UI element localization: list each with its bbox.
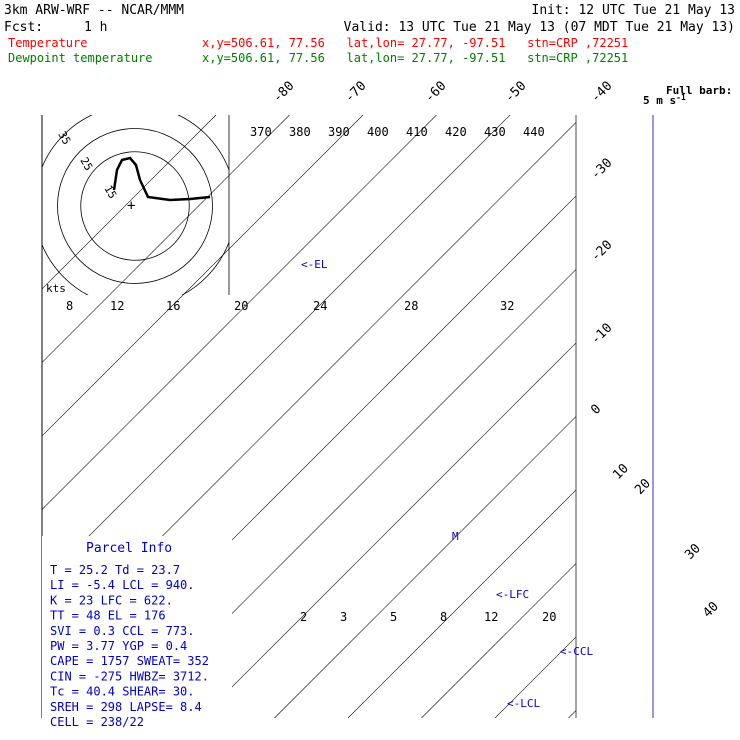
temperature-legend: Temperature: [8, 36, 87, 50]
isotherm: [568, 710, 576, 718]
temperature-station-info: x,y=506.61, 77.56 lat,lon= 27.77, -97.51…: [202, 36, 628, 50]
model-title: 3km ARW-WRF -- NCAR/MMM: [4, 3, 184, 18]
theta-label: 430: [484, 125, 506, 139]
parcel-info-row: K = 23 LFC = 622.: [50, 593, 173, 607]
parcel-info-row: LI = -5.4 LCL = 940.: [50, 578, 195, 592]
hodograph-ring-label: 35: [55, 129, 73, 147]
hodograph-origin: +: [127, 198, 135, 214]
speed-scale-label: 12: [110, 299, 124, 313]
hodograph-ring: [57, 128, 213, 284]
parcel-info-rows: T = 25.2 Td = 23.7LI = -5.4 LCL = 940.K …: [50, 563, 209, 729]
wind-barbs: [652, 115, 654, 718]
isotherm-label: -40: [588, 79, 615, 106]
isotherm: [200, 342, 576, 718]
mixing-ratio-label: 5: [390, 610, 397, 624]
barb-legend-title: Full barb:: [666, 84, 732, 97]
parcel-info-row: TT = 48 EL = 176: [50, 609, 166, 623]
parcel-info-row: PW = 3.77 YGP = 0.4: [50, 639, 187, 653]
parcel-info-row: CAPE = 1757 SWEAT= 352: [50, 654, 209, 668]
isotherm: [421, 563, 576, 718]
speed-scale-label: 20: [234, 299, 248, 313]
mixing-ratio-label: 3: [340, 610, 347, 624]
speed-scale-label: 32: [500, 299, 514, 313]
dewpoint-legend: Dewpoint temperature: [8, 51, 153, 65]
parcel-info-row: CELL = 238/22: [50, 715, 144, 729]
isotherm-label: 30: [682, 541, 704, 563]
mixing-ratio-label: 8: [440, 610, 447, 624]
parcel-info-row: CIN = -275 HWBZ= 3712.: [50, 669, 209, 683]
isotherm: [42, 115, 217, 290]
isotherm-label: -20: [588, 238, 615, 265]
isotherm: [642, 115, 740, 718]
isotherm: [42, 115, 437, 510]
theta-label: 380: [289, 125, 311, 139]
hodograph-units: kts: [46, 282, 66, 295]
theta-label: 410: [406, 125, 428, 139]
ccl-marker: <-CCL: [560, 645, 593, 658]
theta-label: 400: [367, 125, 389, 139]
forecast-hour: 1 h: [84, 20, 107, 35]
hodograph-ring-label: 15: [101, 183, 119, 201]
hodograph-ring: [80, 151, 190, 261]
dewpoint-station-info: x,y=506.61, 77.56 lat,lon= 27.77, -97.51…: [202, 51, 628, 65]
parcel-info-row: SVI = 0.3 CCL = 773.: [50, 624, 195, 638]
isotherm: [347, 489, 576, 718]
isotherm-label: -60: [422, 79, 449, 106]
melting-marker: M: [452, 530, 459, 543]
barb-legend-value: 5 m s-1: [643, 93, 686, 107]
parcel-info-row: Tc = 40.4 SHEAR= 30.: [50, 685, 195, 699]
theta-label: 370: [250, 125, 272, 139]
speed-scale-label: 24: [313, 299, 327, 313]
lfc-marker: <-LFC: [496, 588, 529, 601]
axis-labels: 1002003004005006007008009001000-80-70-60…: [66, 79, 722, 624]
valid-time: Valid: 13 UTC Tue 21 May 13 (07 MDT Tue …: [344, 20, 735, 35]
theta-label: 440: [523, 125, 545, 139]
parcel-info-row: SREH = 298 LAPSE= 8.4: [50, 700, 202, 714]
isotherm: [42, 115, 290, 363]
isotherm: [494, 636, 576, 718]
isotherm-label: 20: [632, 476, 654, 498]
mixing-ratio-label: 2: [300, 610, 307, 624]
isotherm: [274, 416, 576, 718]
parcel-info-box: [42, 536, 232, 718]
isotherm-label: -80: [270, 79, 297, 106]
speed-scale-label: 16: [166, 299, 180, 313]
isotherm-label: -30: [588, 156, 615, 183]
hodograph-trace: [112, 156, 211, 202]
isotherm-label: -10: [588, 321, 615, 348]
theta-label: 420: [445, 125, 467, 139]
el-marker: <-EL: [301, 258, 328, 271]
init-time: Init: 12 UTC Tue 21 May 13: [532, 3, 736, 18]
isotherm-label: 10: [610, 461, 632, 483]
lcl-marker: <-LCL: [507, 697, 540, 710]
isotherm: [716, 115, 740, 718]
parcel-info-title: Parcel Info: [86, 541, 172, 556]
speed-scale-label: 28: [404, 299, 418, 313]
isotherm-label: 40: [700, 599, 722, 621]
forecast-label: Fcst:: [4, 20, 43, 35]
background-grid: [42, 115, 740, 718]
isotherm-label: 0: [588, 402, 604, 418]
isotherm: [42, 115, 364, 437]
isotherm: [42, 115, 511, 584]
hodograph-ring-label: 25: [77, 155, 95, 173]
isotherm-label: -50: [502, 79, 529, 106]
parcel-info-row: T = 25.2 Td = 23.7: [50, 563, 180, 577]
speed-scale-label: 8: [66, 299, 73, 313]
mixing-ratio-label: 20: [542, 610, 556, 624]
theta-label: 390: [328, 125, 350, 139]
isotherm-label: -70: [342, 79, 369, 106]
mixing-ratio-label: 12: [484, 610, 498, 624]
